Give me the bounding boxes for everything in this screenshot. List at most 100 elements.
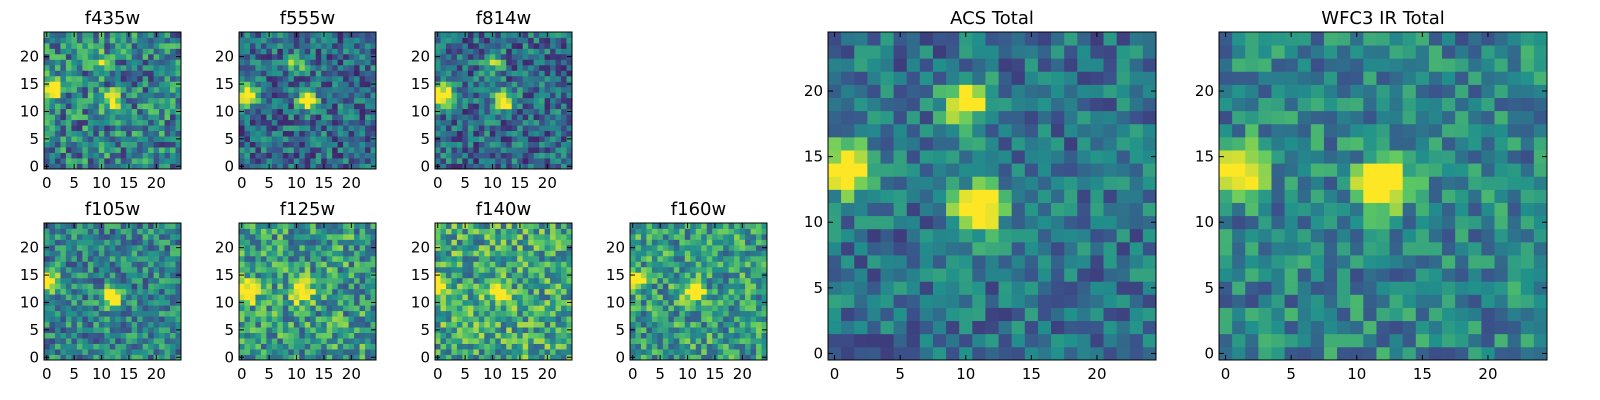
heatmap-cell <box>159 86 165 93</box>
heatmap-cell <box>82 59 89 66</box>
heatmap-cell <box>522 64 529 71</box>
heatmap-cell <box>255 125 262 132</box>
heatmap-cell <box>348 349 355 355</box>
heatmap-cell <box>435 321 441 328</box>
heatmap-cell <box>867 346 881 361</box>
heatmap-cell <box>87 37 94 44</box>
heatmap-cell <box>880 294 894 308</box>
heatmap-cell <box>566 250 573 257</box>
heatmap-cell <box>506 125 513 132</box>
heatmap-cell <box>511 277 518 284</box>
heatmap-cell <box>489 86 496 93</box>
heatmap-cell <box>148 141 154 148</box>
heatmap-cell <box>761 332 768 339</box>
heatmap-cell <box>1077 163 1091 177</box>
heatmap-cell <box>445 136 452 142</box>
heatmap-cell <box>93 53 100 60</box>
heatmap-cell <box>260 92 267 99</box>
heatmap-cell <box>456 305 463 312</box>
heatmap-cell <box>440 75 447 82</box>
heatmap-cell <box>343 277 349 284</box>
heatmap-cell <box>728 305 735 312</box>
heatmap-cell <box>539 75 545 82</box>
heatmap-cell <box>82 158 89 164</box>
heatmap-cell <box>651 305 658 312</box>
heatmap-cell <box>326 32 333 38</box>
heatmap-cell <box>115 283 122 290</box>
heatmap-cell <box>640 349 647 355</box>
heatmap-cell <box>635 244 642 251</box>
heatmap-cell <box>104 228 111 235</box>
heatmap-cell <box>972 163 986 177</box>
heatmap-cell <box>148 130 154 137</box>
axes-frame <box>43 31 182 170</box>
heatmap-cell <box>522 332 529 339</box>
heatmap-cell <box>260 244 267 251</box>
heatmap-cell <box>71 53 78 60</box>
heatmap-cell <box>244 288 251 295</box>
heatmap-cell <box>60 277 67 284</box>
heatmap-cell <box>867 228 881 243</box>
heatmap-cell <box>478 294 485 301</box>
y-tick-label: 20 <box>606 239 625 257</box>
heatmap-cell <box>841 268 855 282</box>
heatmap-cell <box>60 163 67 170</box>
heatmap-cell <box>148 332 154 339</box>
heatmap-cell <box>473 288 480 295</box>
heatmap-cell <box>120 81 127 88</box>
heatmap-cell <box>337 130 344 137</box>
heatmap-cell <box>239 59 245 66</box>
heatmap-cell <box>310 92 317 99</box>
heatmap-cell <box>745 310 751 317</box>
heatmap-cell <box>893 294 908 308</box>
heatmap-cell <box>60 299 67 306</box>
heatmap-cell <box>701 354 708 361</box>
heatmap-cell <box>332 32 339 38</box>
heatmap-cell <box>1011 255 1026 269</box>
heatmap-cell <box>495 239 502 246</box>
heatmap-cell <box>456 37 463 44</box>
heatmap-cell <box>49 327 56 333</box>
heatmap-cell <box>170 266 176 273</box>
heatmap-cell <box>164 53 171 60</box>
heatmap-cell <box>867 241 881 256</box>
heatmap-cell <box>359 316 366 323</box>
heatmap-cell <box>82 288 89 295</box>
heatmap-cell <box>282 108 289 115</box>
heatmap-cell <box>98 310 105 317</box>
heatmap-cell <box>299 228 306 235</box>
heatmap-cell <box>668 305 675 312</box>
heatmap-cell <box>662 266 669 273</box>
heatmap-cell <box>131 136 138 142</box>
heatmap-cell <box>506 158 513 164</box>
heatmap-cell <box>343 103 349 110</box>
heatmap-cell <box>65 299 72 306</box>
heatmap-cell <box>310 141 317 148</box>
heatmap-cell <box>630 288 636 295</box>
heatmap-cell <box>299 81 306 88</box>
heatmap-cell <box>153 244 160 251</box>
heatmap-cell <box>484 97 491 104</box>
heatmap-cell <box>662 223 669 229</box>
heatmap-cell <box>684 244 691 251</box>
heatmap-cell <box>646 316 653 323</box>
heatmap-cell <box>445 53 452 60</box>
heatmap-cell <box>288 48 295 55</box>
heatmap-cell <box>93 310 100 317</box>
heatmap-cell <box>120 316 127 323</box>
heatmap-cell <box>299 277 306 284</box>
heatmap-cell <box>841 228 855 243</box>
x-tick-label: 20 <box>342 365 361 383</box>
heatmap-cell <box>293 152 300 159</box>
heatmap-cell <box>550 255 556 262</box>
heatmap-cell <box>142 250 149 257</box>
heatmap-cell <box>712 244 719 251</box>
heatmap-cell <box>893 281 908 295</box>
heatmap-cell <box>646 299 653 306</box>
heatmap-cell <box>148 338 154 344</box>
heatmap-cell <box>539 130 545 137</box>
heatmap-cell <box>170 316 176 323</box>
heatmap-cell <box>517 288 524 295</box>
heatmap-cell <box>244 42 251 49</box>
heatmap-cell <box>71 70 78 77</box>
